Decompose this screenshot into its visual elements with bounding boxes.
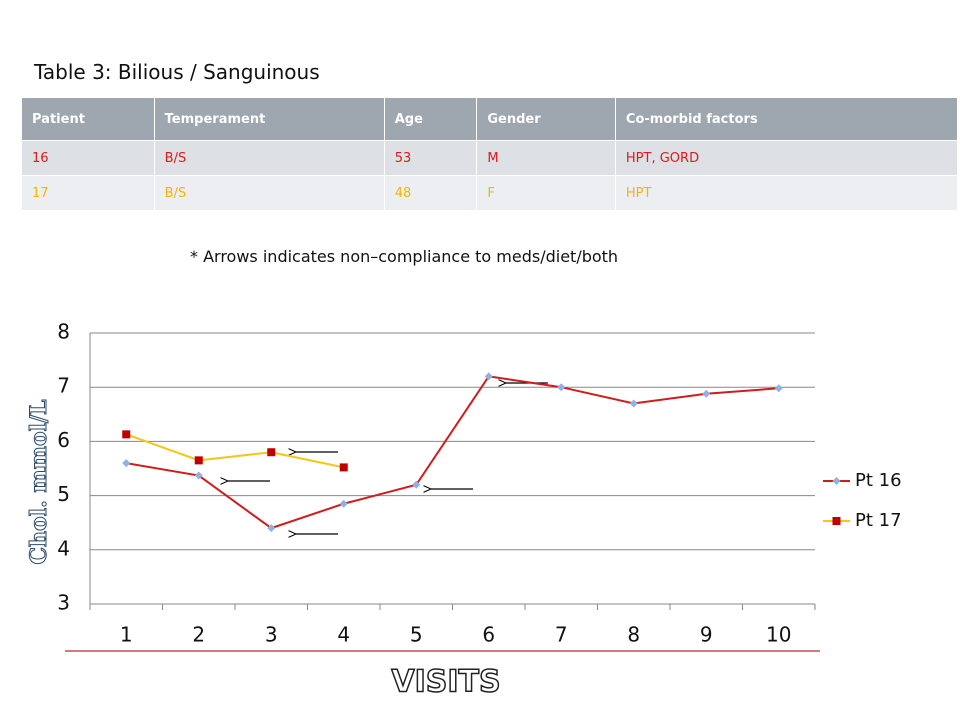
point bbox=[267, 448, 276, 457]
header-cell: Age bbox=[384, 98, 478, 141]
point bbox=[774, 384, 783, 393]
table-cell: HPT bbox=[615, 175, 959, 210]
y-axis-label: Chol. mmol/L bbox=[26, 400, 52, 565]
y-tick-label: 6 bbox=[57, 428, 70, 452]
point bbox=[832, 477, 841, 485]
table-body: 16 B/S 53 M HPT, GORD 17 B/S 48 F HPT bbox=[22, 140, 959, 210]
point bbox=[412, 480, 421, 489]
x-tick-label: 4 bbox=[337, 623, 350, 647]
y-tick-label: 7 bbox=[57, 374, 70, 398]
patient-table: Patient Temperament Age Gender Co-morbid fac… bbox=[22, 98, 959, 210]
slide-title: Table 3: Bilious / Sanguinous bbox=[34, 60, 320, 84]
table-cell: 53 bbox=[384, 140, 478, 176]
arrows bbox=[228, 383, 548, 534]
point bbox=[629, 399, 638, 408]
legend-label: Pt 17 bbox=[855, 510, 902, 531]
x-tick-label: 8 bbox=[627, 623, 640, 647]
header-cell: Co-morbid factors bbox=[615, 98, 959, 141]
table-cell: 17 bbox=[22, 175, 155, 210]
header-cell: Temperament bbox=[154, 98, 385, 141]
point bbox=[194, 456, 203, 465]
table-cell: B/S bbox=[154, 175, 385, 210]
table-header: Patient Temperament Age Gender Co-morbid fac… bbox=[22, 98, 959, 141]
header-cell: Gender bbox=[476, 98, 616, 141]
table-cell: F bbox=[476, 175, 616, 210]
x-tick-label: 6 bbox=[482, 623, 495, 647]
point bbox=[339, 499, 348, 508]
y-tick-label: 4 bbox=[57, 536, 70, 560]
table-cell: HPT, GORD bbox=[615, 140, 959, 176]
x-tick-label: 5 bbox=[410, 623, 423, 647]
table-cell: M bbox=[476, 140, 616, 176]
y-tick-label: 8 bbox=[57, 320, 70, 344]
point bbox=[194, 471, 203, 480]
y-tick-label: 3 bbox=[57, 591, 70, 615]
point bbox=[122, 430, 131, 439]
table-cell: 16 bbox=[22, 140, 155, 176]
x-tick-label: 3 bbox=[265, 623, 278, 647]
point bbox=[557, 383, 566, 392]
y-tick-label: 5 bbox=[57, 482, 70, 506]
point bbox=[122, 459, 131, 468]
legend-label: Pt 16 bbox=[855, 470, 902, 491]
series-line bbox=[126, 375, 779, 530]
point bbox=[832, 517, 841, 525]
point bbox=[267, 524, 276, 533]
table-cell: 48 bbox=[384, 175, 478, 210]
table-row: 17 B/S 48 F HPT bbox=[22, 175, 959, 210]
x-tick-label: 9 bbox=[700, 623, 713, 647]
x-tick-label: 7 bbox=[555, 623, 568, 647]
x-tick-label: 1 bbox=[120, 623, 133, 647]
series-line bbox=[125, 433, 344, 469]
point bbox=[702, 389, 711, 398]
note: * Arrows indicates non–compliance to med… bbox=[190, 247, 619, 266]
x-tick-label: 2 bbox=[192, 623, 205, 647]
table-row: 16 B/S 53 M HPT, GORD bbox=[22, 140, 959, 176]
x-axis-label: VISITS bbox=[391, 665, 500, 700]
header-cell: Patient bbox=[22, 98, 155, 141]
point bbox=[484, 372, 493, 381]
x-tick-label: 10 bbox=[766, 623, 791, 647]
table-cell: B/S bbox=[154, 140, 385, 176]
point bbox=[339, 463, 348, 472]
